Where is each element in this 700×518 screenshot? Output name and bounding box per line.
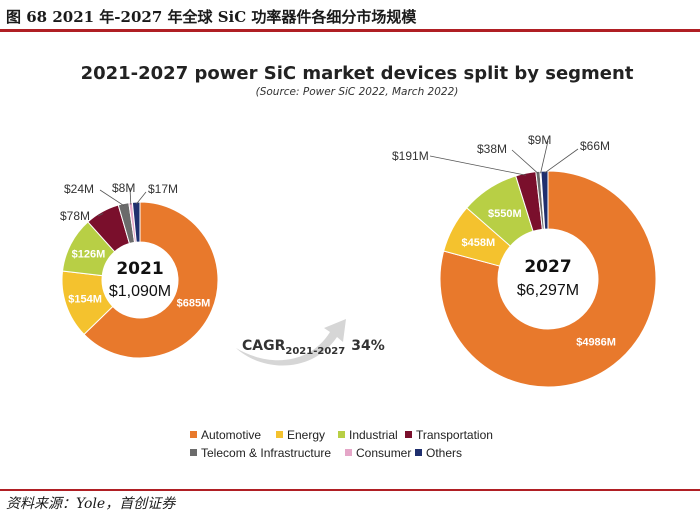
value-label-2027-telecom-infrastructure: $38M	[477, 142, 507, 156]
value-label-2021-others: $17M	[148, 182, 178, 196]
header-rule	[0, 29, 700, 32]
figure-caption: 图 68 2021 年-2027 年全球 SiC 功率器件各细分市场规模	[6, 8, 417, 26]
value-label-2027-automotive: $4986M	[576, 337, 616, 349]
legend-label: Energy	[287, 428, 325, 442]
callout-line-2021-6	[135, 191, 147, 205]
cagr-label: CAGR	[242, 338, 286, 354]
donut-year-2021: 2021	[116, 259, 163, 279]
donut-year-2027: 2027	[524, 257, 571, 277]
legend-swatch	[415, 449, 422, 456]
legend-item-transportation: Transportation	[405, 428, 493, 442]
legend-swatch	[190, 431, 197, 438]
value-label-2021-industrial: $126M	[72, 248, 106, 260]
cagr-value: 34%	[351, 338, 385, 354]
legend-swatch	[190, 449, 197, 456]
footer-rule	[0, 489, 700, 491]
legend-item-telecom-infrastructure: Telecom & Infrastructure	[190, 446, 331, 460]
legend-swatch	[276, 431, 283, 438]
legend-label: Automotive	[201, 428, 261, 442]
legend-label: Others	[426, 446, 462, 460]
value-label-2027-industrial: $550M	[488, 208, 522, 220]
legend-label: Industrial	[349, 428, 398, 442]
callout-line-2027-5	[540, 140, 549, 174]
legend-item-industrial: Industrial	[338, 428, 398, 442]
callout-line-2021-3	[97, 213, 104, 217]
donut-2027: $4986M $458M $550M $191M $38M $9M $66M 2027 $6,2…	[392, 133, 657, 388]
callout-line-2027-4	[511, 149, 539, 174]
legend-swatch	[405, 431, 412, 438]
value-label-2021-energy: $154M	[68, 294, 102, 306]
cagr-arrow	[236, 319, 346, 366]
cagr-period: 2021-2027	[285, 346, 345, 357]
donut-chart: 2021-2027 power SiC market devices split…	[60, 63, 657, 460]
value-label-2021-consumer: $8M	[112, 181, 135, 195]
chart-title: 2021-2027 power SiC market devices split…	[81, 63, 634, 84]
value-label-2027-energy: $458M	[461, 237, 495, 249]
legend-label: Consumer	[356, 446, 411, 460]
callout-line-2027-6	[544, 148, 579, 174]
legend-label: Telecom & Infrastructure	[201, 446, 331, 460]
callout-line-2021-4	[99, 189, 125, 207]
chart-subtitle: (Source: Power SiC 2022, March 2022)	[256, 86, 459, 98]
value-label-2021-transportation: $78M	[60, 209, 90, 223]
legend-item-consumer: Consumer	[345, 446, 411, 460]
legend-swatch	[338, 431, 345, 438]
legend-item-energy: Energy	[276, 428, 325, 442]
value-label-2027-others: $66M	[580, 139, 610, 153]
legend-item-automotive: Automotive	[190, 428, 261, 442]
value-label-2027-consumer: $9M	[528, 133, 551, 147]
donut-total-2021: $1,090M	[109, 283, 171, 300]
donut-2021: $685M $154M $126M $78M $24M $8M $17M 2021 $1,090…	[60, 181, 219, 359]
page-header: 图 68 2021 年-2027 年全球 SiC 功率器件各细分市场规模	[0, 0, 700, 30]
legend-label: Transportation	[416, 428, 493, 442]
value-label-2021-telecom-infrastructure: $24M	[64, 182, 94, 196]
legend-swatch	[345, 449, 352, 456]
chart-legend: Automotive Energy Industrial Transportation…	[190, 428, 493, 460]
donut-total-2027: $6,297M	[517, 282, 579, 299]
value-label-2027-transportation: $191M	[392, 149, 429, 163]
callout-line-2027-3	[429, 155, 527, 176]
value-label-2021-automotive: $685M	[177, 298, 211, 310]
source-note: 资料来源：Yole，首创证券	[6, 496, 176, 512]
cagr-annotation: CAGR2021-2027 34%	[242, 338, 385, 357]
legend-item-others: Others	[415, 446, 462, 460]
callout-line-2021-5	[129, 187, 132, 205]
